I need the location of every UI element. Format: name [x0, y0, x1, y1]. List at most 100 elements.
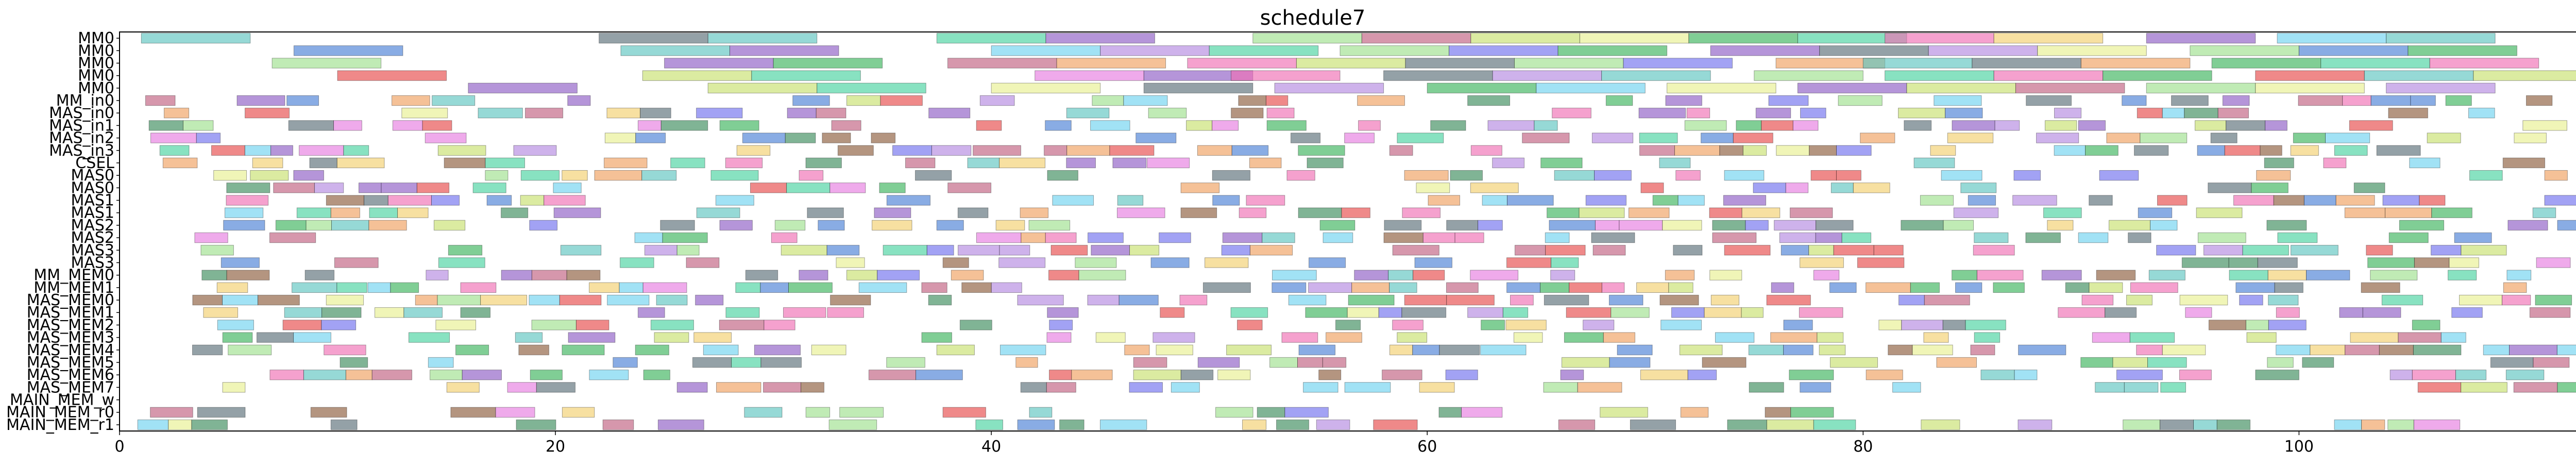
task-bar: [1238, 95, 1266, 106]
task-bar: [269, 232, 316, 243]
task-bar: [415, 294, 438, 306]
task-bar: [2134, 145, 2169, 156]
task-bar: [1536, 82, 1646, 94]
task-bar: [1640, 183, 1664, 193]
task-bar: [2054, 108, 2081, 119]
task-bar: [1129, 245, 1160, 256]
task-bar: [1392, 320, 1423, 330]
task-bar: [2124, 382, 2159, 393]
task-bar: [710, 170, 759, 181]
task-bar: [245, 108, 290, 119]
task-bar: [2473, 70, 2576, 81]
task-bar: [2507, 220, 2548, 231]
task-bar: [2455, 369, 2487, 380]
task-bar: [1075, 257, 1117, 268]
task-bar: [211, 145, 245, 156]
task-bar: [150, 132, 197, 143]
task-bar: [1316, 419, 1350, 430]
task-bar: [1446, 220, 1478, 231]
task-bar: [2089, 195, 2113, 206]
y-axis-labels: MM0MM0MM0MM0MM0MM_in0MAS_in0MAS_in1MAS_i…: [6, 29, 120, 434]
task-bar: [1252, 32, 1362, 44]
task-bar: [2302, 357, 2334, 368]
task-bar: [1965, 320, 2006, 330]
task-bar: [1662, 220, 1702, 231]
task-bar: [1813, 270, 1840, 280]
task-bar: [2408, 45, 2517, 56]
task-bar: [2222, 95, 2250, 106]
task-bar: [2277, 232, 2318, 243]
task-bar: [1652, 195, 1679, 206]
task-bar: [635, 132, 666, 143]
task-bar: [999, 344, 1046, 355]
task-bar: [805, 407, 831, 418]
task-bar: [270, 145, 293, 156]
task-bar: [2179, 369, 2212, 380]
task-bar: [2451, 307, 2483, 318]
task-bar: [2361, 282, 2400, 293]
task-bar: [1413, 270, 1445, 280]
task-bar: [2445, 95, 2472, 106]
task-bar: [288, 120, 334, 131]
task-bar: [1246, 195, 1285, 206]
y-tick-label: MAS3: [71, 254, 114, 272]
task-bar: [1401, 307, 1447, 318]
task-bar: [1601, 282, 1625, 293]
task-bar: [1680, 407, 1709, 418]
task-bar: [707, 32, 818, 44]
task-bar: [257, 332, 294, 343]
task-bar: [450, 407, 496, 418]
task-bar: [805, 157, 842, 169]
task-bar: [1953, 207, 1999, 218]
task-bar: [1552, 108, 1591, 119]
task-bar: [2468, 108, 2495, 119]
task-bar: [1505, 320, 1547, 330]
task-bar: [644, 245, 677, 256]
task-bar: [817, 82, 926, 94]
task-bar: [1561, 357, 1610, 368]
task-bar: [1049, 369, 1072, 380]
task-bar: [654, 332, 689, 343]
task-bar: [2255, 369, 2299, 380]
task-bar: [1272, 282, 1307, 293]
task-bar: [1809, 145, 1837, 156]
task-bar: [299, 145, 344, 156]
task-bar: [1829, 357, 1878, 368]
task-bar: [1045, 120, 1072, 131]
task-bar: [1609, 357, 1651, 368]
task-bar: [2364, 70, 2474, 81]
task-bar: [2429, 58, 2539, 69]
y-tick-label: MAS3: [71, 241, 114, 259]
task-bar: [1470, 183, 1519, 193]
task-bar: [1492, 157, 1524, 169]
task-bar: [2204, 245, 2243, 256]
task-bar: [2427, 132, 2461, 143]
task-bar: [1665, 270, 1695, 280]
task-bar: [725, 157, 763, 169]
task-bar: [1611, 307, 1650, 318]
task-bar: [566, 270, 601, 280]
task-bar: [226, 270, 270, 280]
task-bar: [1092, 95, 1124, 106]
task-bar: [760, 282, 789, 293]
task-bar: [2018, 344, 2066, 355]
task-bar: [2276, 307, 2300, 318]
task-bar: [1710, 45, 1820, 56]
task-bar: [830, 294, 871, 306]
task-bar: [368, 220, 407, 231]
task-bar: [1831, 183, 1854, 193]
x-tick-label: 40: [981, 438, 1001, 456]
task-bar: [340, 357, 368, 368]
task-bar: [1942, 320, 1966, 330]
task-bar: [2379, 344, 2414, 355]
task-bar: [1344, 382, 1391, 393]
task-bar: [781, 245, 827, 256]
y-tick-label: MM0: [78, 42, 114, 60]
task-bar: [162, 157, 198, 169]
task-bar: [1899, 294, 1925, 306]
task-bar: [444, 157, 486, 169]
task-bar: [321, 320, 357, 330]
task-bar: [194, 232, 228, 243]
task-bar: [284, 307, 323, 318]
task-bar: [1558, 419, 1596, 430]
